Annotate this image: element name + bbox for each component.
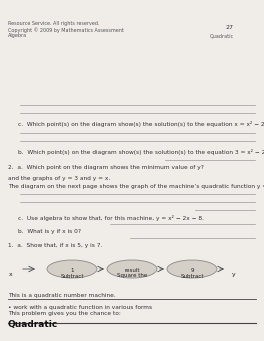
Text: Algebra: Algebra bbox=[8, 33, 27, 38]
Text: c.  Use algebra to show that, for this machine, y = x² − 2x − 8.: c. Use algebra to show that, for this ma… bbox=[18, 215, 204, 221]
Text: 1.  a.  Show that, if x is 5, y is 7.: 1. a. Show that, if x is 5, y is 7. bbox=[8, 243, 102, 248]
Text: Copyright © 2009 by Mathematics Assessment: Copyright © 2009 by Mathematics Assessme… bbox=[8, 27, 124, 33]
Text: Square the: Square the bbox=[117, 273, 147, 279]
Text: b.  What is y if x is 0?: b. What is y if x is 0? bbox=[18, 229, 81, 234]
Text: Quadratic: Quadratic bbox=[8, 320, 58, 329]
Text: Subtract: Subtract bbox=[60, 273, 84, 279]
Text: Quadratic: Quadratic bbox=[210, 33, 234, 38]
Text: This is a quadratic number machine.: This is a quadratic number machine. bbox=[8, 293, 116, 298]
Text: Subtract: Subtract bbox=[180, 273, 204, 279]
Text: 27: 27 bbox=[226, 25, 234, 30]
Text: y: y bbox=[232, 272, 236, 277]
Text: The diagram on the next page shows the graph of the machine’s quadratic function: The diagram on the next page shows the g… bbox=[8, 183, 264, 189]
Ellipse shape bbox=[107, 260, 157, 278]
Ellipse shape bbox=[47, 260, 97, 278]
Text: result: result bbox=[124, 268, 140, 273]
Text: 1: 1 bbox=[70, 268, 74, 273]
Text: and the graphs of y = 3 and y = x.: and the graphs of y = 3 and y = x. bbox=[8, 176, 110, 181]
Text: x: x bbox=[9, 272, 13, 277]
Text: 9: 9 bbox=[190, 268, 194, 273]
Text: c.  Which point(s) on the diagram show(s) the solution(s) to the equation x = x²: c. Which point(s) on the diagram show(s)… bbox=[18, 121, 264, 127]
Ellipse shape bbox=[167, 260, 217, 278]
Text: b.  Which point(s) on the diagram show(s) the solution(s) to the equation 3 = x²: b. Which point(s) on the diagram show(s)… bbox=[18, 149, 264, 155]
Text: Resource Service. All rights reserved.: Resource Service. All rights reserved. bbox=[8, 21, 100, 26]
Text: 2.  a.  Which point on the diagram shows the minimum value of y?: 2. a. Which point on the diagram shows t… bbox=[8, 165, 204, 170]
Text: • work with a quadratic function in various forms: • work with a quadratic function in vari… bbox=[8, 305, 152, 310]
Text: This problem gives you the chance to:: This problem gives you the chance to: bbox=[8, 311, 121, 316]
